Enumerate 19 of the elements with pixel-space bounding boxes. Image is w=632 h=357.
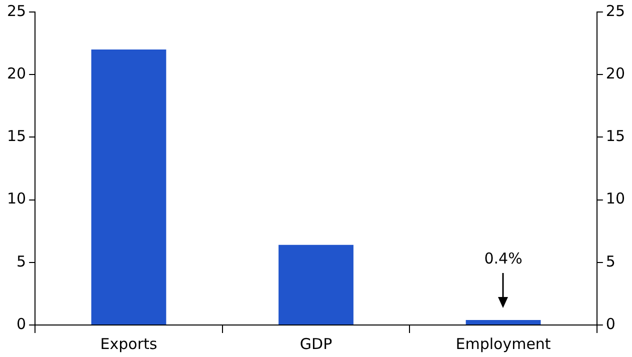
y2-tick-label: 20 [606,64,626,82]
y2-tick-label: 25 [606,2,626,20]
bar [91,50,166,324]
y-tick-label: 0 [16,314,26,333]
y2-tick-label: 15 [606,127,626,146]
y-tick-label: 15 [6,127,26,146]
x-tick-label: GDP [300,334,332,353]
y-tick-label: 10 [6,190,26,208]
annotation: 0.4% [484,249,522,268]
bar [466,320,541,324]
y2-tick-label: 5 [606,252,616,270]
y-tick-label: 20 [6,64,26,82]
y-tick-label: 5 [16,252,26,270]
y2-tick-label: 10 [606,190,626,208]
bar [278,244,354,324]
x-tick-label: Employment [456,334,551,353]
x-tick-label: Exports [100,334,158,353]
y-tick-label: 25 [6,2,26,20]
y2-tick-label: 0 [606,314,616,333]
